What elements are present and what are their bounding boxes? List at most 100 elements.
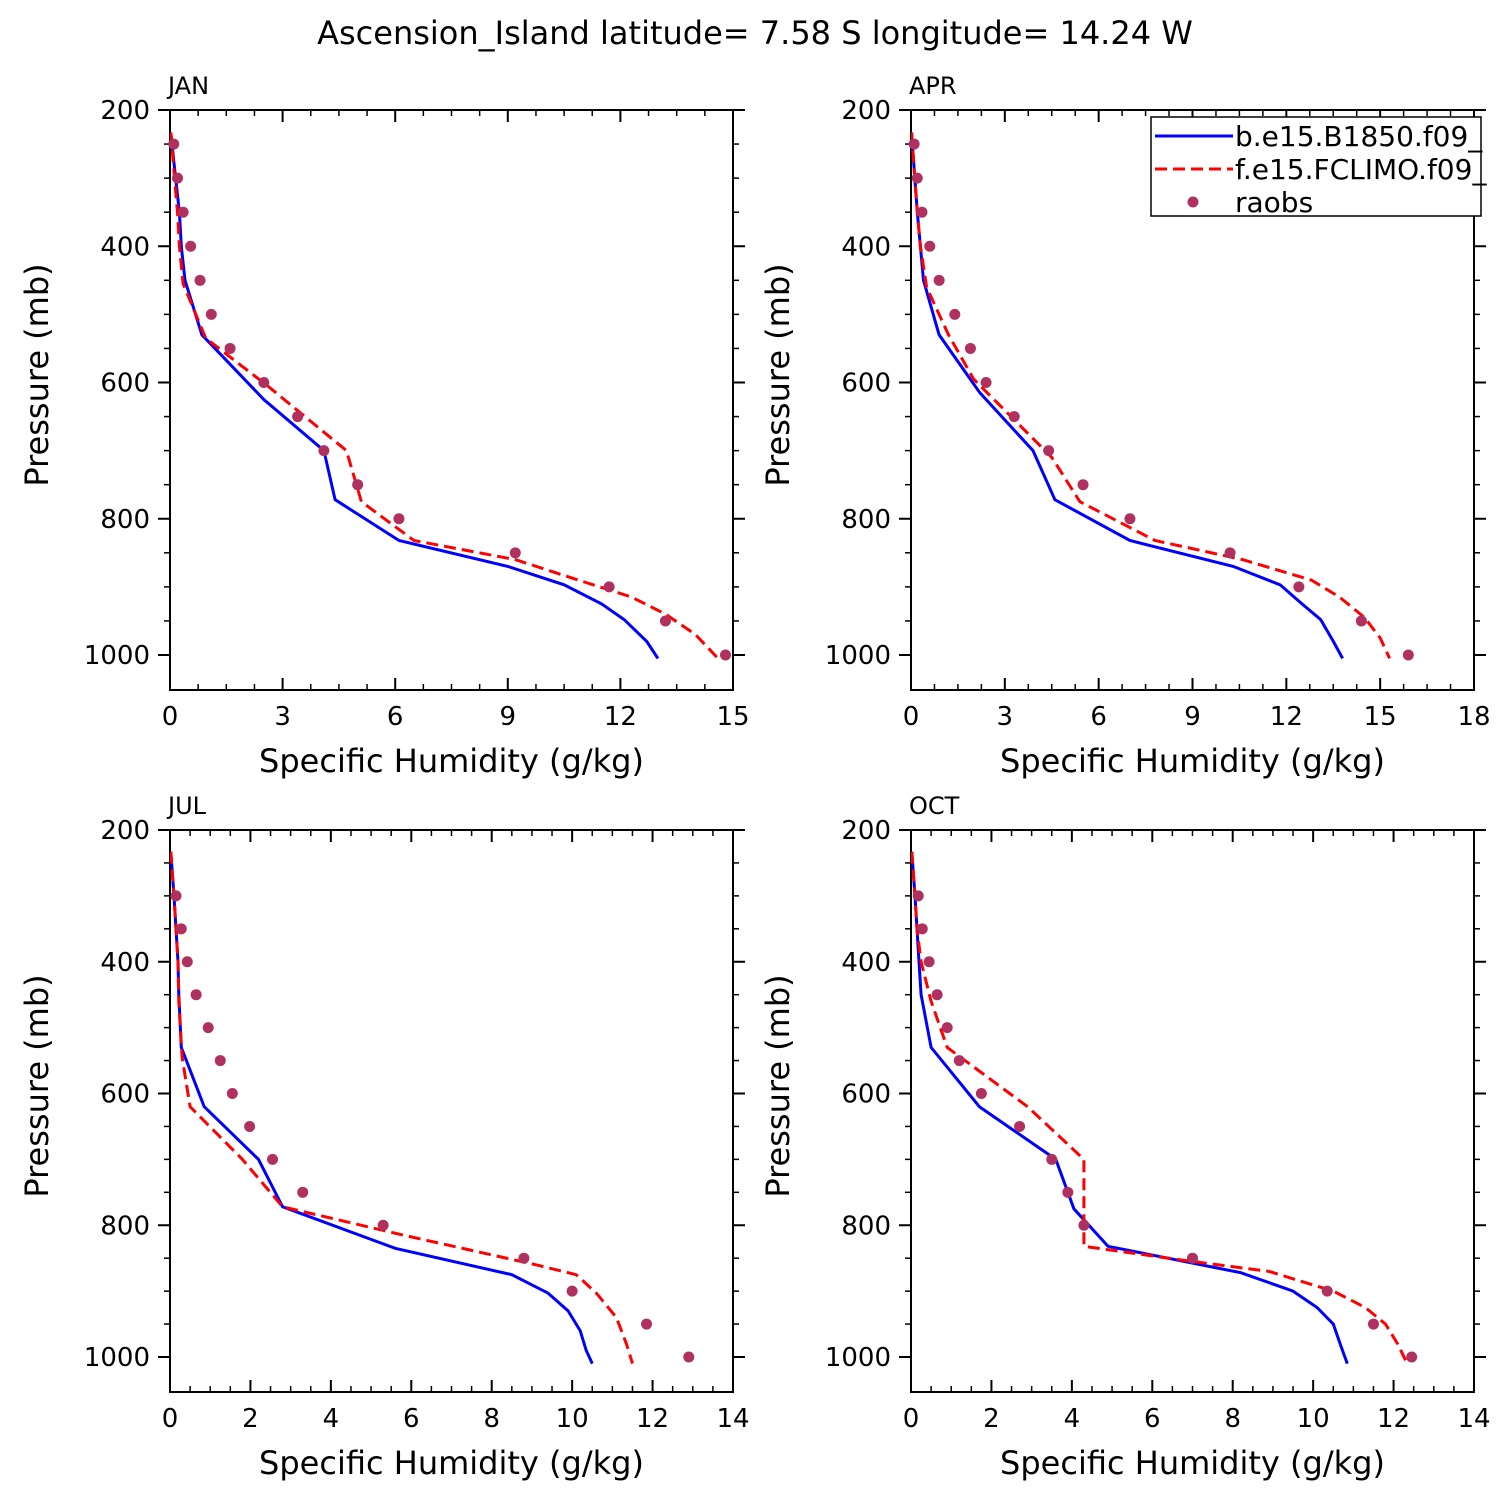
x-tick-label: 2: [983, 1404, 1000, 1434]
raobs-point: [941, 1022, 953, 1034]
x-tick-label: 12: [636, 1404, 669, 1434]
raobs-point: [1321, 1285, 1333, 1297]
panel-title: JAN: [166, 72, 209, 100]
y-tick-label: 400: [100, 948, 150, 978]
panel-title: OCT: [909, 792, 960, 820]
y-tick-label: 800: [100, 1211, 150, 1241]
raobs-point: [1014, 1120, 1026, 1132]
panel-title: JUL: [166, 792, 207, 820]
x-tick-label: 0: [162, 702, 179, 732]
plot-frame: [169, 829, 734, 1393]
y-tick-label: 800: [100, 505, 150, 535]
y-axis-label: Pressure (mb): [759, 263, 797, 486]
x-tick-label: 14: [716, 1404, 749, 1434]
raobs-point: [931, 989, 943, 1001]
x-tick-label: 10: [1297, 1404, 1330, 1434]
y-tick-label: 600: [100, 369, 150, 399]
x-tick-label: 0: [162, 1404, 179, 1434]
y-tick-label: 400: [841, 232, 891, 262]
x-tick-label: 0: [903, 702, 920, 732]
raobs-point: [933, 274, 945, 286]
x-tick-label: 9: [500, 702, 517, 732]
y-tick-label: 400: [100, 232, 150, 262]
b1850-line: [911, 851, 1349, 1365]
x-tick-label: 3: [997, 702, 1014, 732]
legend-label: raobs: [1235, 186, 1313, 219]
y-tick-label: 800: [841, 505, 891, 535]
x-tick-label: 8: [483, 1404, 500, 1434]
x-tick-label: 10: [556, 1404, 589, 1434]
raobs-point: [1355, 615, 1367, 627]
x-axis-label: Specific Humidity (g/kg): [1000, 742, 1385, 780]
raobs-point: [1224, 547, 1236, 559]
y-tick-label: 400: [841, 948, 891, 978]
raobs-point: [393, 513, 405, 525]
panel-apr: 0 3 6 9 12 15 18 200 400 600 800 1000 APR Specific Hu…: [759, 72, 1491, 780]
x-tick-label: 14: [1457, 1404, 1490, 1434]
figure-title: Ascension_Island latitude= 7.58 S longit…: [317, 14, 1193, 52]
raobs-point: [224, 342, 236, 354]
fclimo-line: [911, 851, 1407, 1361]
x-axis-label: Specific Humidity (g/kg): [259, 1444, 644, 1482]
fclimo-line: [911, 132, 1391, 660]
raobs-point: [641, 1318, 653, 1330]
raobs-point: [509, 547, 521, 559]
raobs-point: [911, 172, 923, 184]
x-tick-label: 15: [1364, 702, 1397, 732]
raobs-point: [170, 890, 182, 902]
raobs-point: [190, 989, 202, 1001]
raobs-point: [1124, 513, 1136, 525]
fclimo-line: [170, 132, 720, 660]
raobs-point: [318, 445, 330, 457]
y-tick-label: 600: [841, 1080, 891, 1110]
b1850-line: [170, 851, 594, 1365]
raobs-point: [659, 615, 671, 627]
raobs-point: [719, 649, 731, 661]
y-tick-label: 600: [100, 1080, 150, 1110]
raobs-point: [953, 1055, 965, 1067]
x-tick-label: 15: [716, 702, 749, 732]
raobs-point: [1046, 1153, 1058, 1165]
y-tick-label: 1000: [84, 1343, 150, 1373]
y-tick-label: 800: [841, 1211, 891, 1241]
x-tick-label: 4: [323, 1404, 340, 1434]
raobs-point: [1008, 411, 1020, 423]
raobs-point: [202, 1022, 214, 1034]
legend-label: f.e15.FCLIMO.f09_: [1235, 153, 1487, 186]
x-tick-label: 8: [1224, 1404, 1241, 1434]
raobs-point: [172, 172, 184, 184]
legend-swatch-dot: [1187, 196, 1199, 208]
plot-frame: [169, 109, 734, 691]
panel-jul: 0 2 4 6 8 10 12 14 200 400 600 800 1000 JUL Specific H…: [18, 792, 750, 1482]
x-tick-label: 2: [242, 1404, 259, 1434]
x-tick-label: 6: [387, 702, 404, 732]
raobs-point: [205, 308, 217, 320]
raobs-point: [1062, 1186, 1074, 1198]
raobs-point: [923, 956, 935, 968]
y-tick-label: 200: [100, 96, 150, 126]
raobs-point: [1043, 445, 1055, 457]
raobs-point: [975, 1088, 987, 1099]
y-tick-label: 200: [100, 816, 150, 846]
legend-box: [1150, 116, 1482, 217]
x-tick-label: 12: [1270, 702, 1303, 732]
x-tick-label: 0: [903, 1404, 920, 1434]
y-tick-label: 1000: [825, 1343, 891, 1373]
raobs-point: [175, 923, 187, 935]
x-tick-label: 18: [1457, 702, 1490, 732]
panel-jan: 0 3 6 9 12 15 200 400 600 800 1000 JAN Specific Humi…: [18, 72, 750, 780]
raobs-point: [683, 1351, 695, 1363]
plot-frame: [910, 829, 1475, 1393]
raobs-point: [916, 206, 928, 218]
raobs-point: [1402, 649, 1414, 661]
y-axis-label: Pressure (mb): [759, 974, 797, 1197]
raobs-point: [908, 138, 920, 150]
x-tick-label: 6: [1090, 702, 1107, 732]
raobs-point: [1406, 1351, 1418, 1363]
x-tick-label: 6: [1144, 1404, 1161, 1434]
raobs-point: [964, 342, 976, 354]
raobs-point: [912, 890, 924, 902]
x-tick-label: 12: [604, 702, 637, 732]
